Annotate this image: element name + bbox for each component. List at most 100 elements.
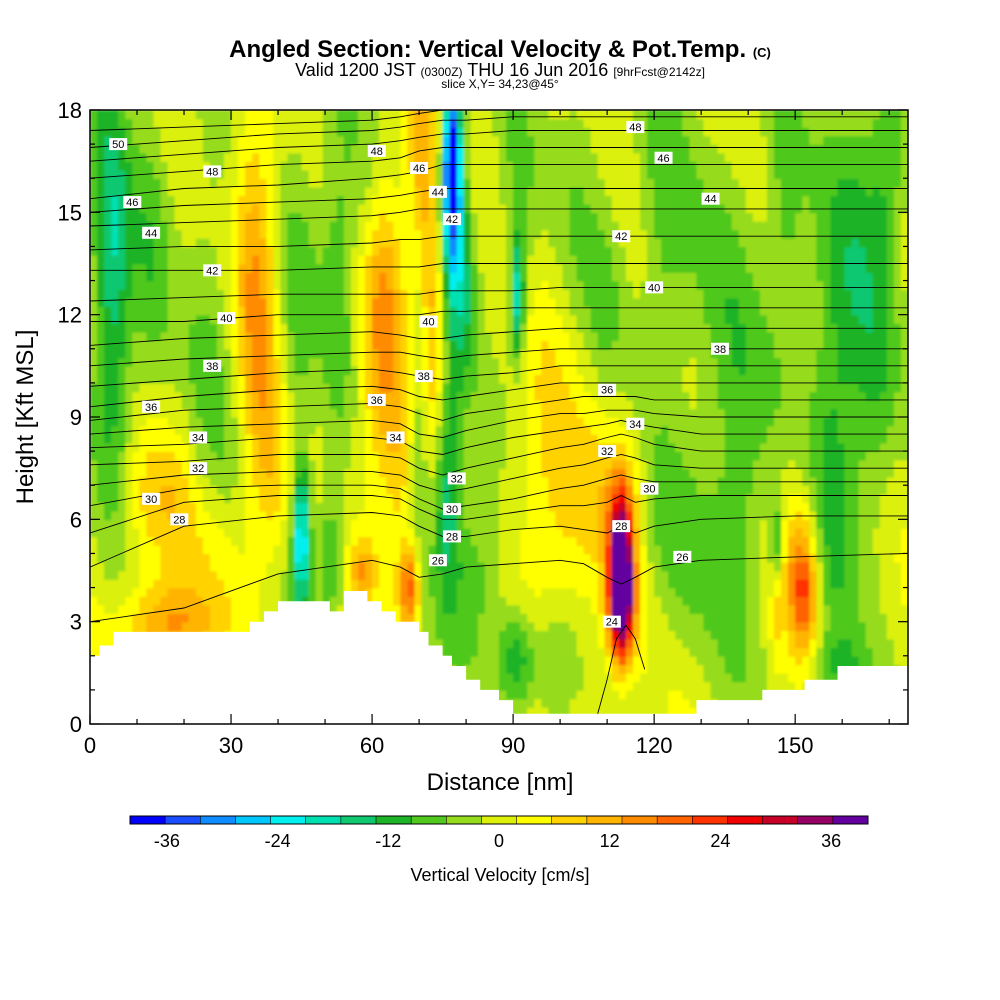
velocity-cell bbox=[111, 425, 120, 435]
velocity-cell bbox=[97, 493, 105, 504]
velocity-cell bbox=[541, 544, 550, 555]
velocity-cell bbox=[195, 442, 204, 452]
velocity-cell bbox=[252, 237, 261, 248]
velocity-cell bbox=[428, 493, 437, 504]
velocity-cell bbox=[477, 562, 486, 572]
velocity-cell bbox=[555, 587, 564, 597]
velocity-cell bbox=[562, 562, 571, 572]
velocity-cell bbox=[541, 382, 550, 393]
velocity-cell bbox=[449, 382, 458, 393]
velocity-cell bbox=[238, 323, 246, 333]
velocity-cell bbox=[153, 587, 162, 597]
velocity-cell bbox=[477, 255, 486, 265]
velocity-cell bbox=[315, 297, 324, 307]
velocity-cell bbox=[294, 203, 303, 214]
velocity-cell bbox=[273, 161, 282, 171]
velocity-cell bbox=[428, 417, 437, 427]
velocity-cell bbox=[499, 613, 507, 623]
velocity-cell bbox=[224, 502, 232, 512]
velocity-cell bbox=[315, 340, 324, 350]
velocity-cell bbox=[280, 127, 289, 137]
velocity-cell bbox=[506, 323, 514, 333]
velocity-cell bbox=[499, 664, 507, 674]
velocity-cell bbox=[216, 127, 225, 137]
velocity-cell bbox=[463, 672, 472, 683]
velocity-cell bbox=[499, 630, 507, 640]
velocity-cell bbox=[576, 647, 585, 657]
velocity-cell bbox=[329, 391, 338, 401]
velocity-cell bbox=[499, 553, 507, 563]
velocity-cell bbox=[407, 553, 416, 563]
velocity-cell bbox=[491, 604, 500, 614]
velocity-cell bbox=[372, 357, 380, 367]
velocity-cell bbox=[97, 118, 105, 128]
velocity-cell bbox=[118, 263, 127, 273]
velocity-cell bbox=[442, 110, 451, 120]
velocity-cell bbox=[195, 178, 204, 188]
velocity-cell bbox=[209, 348, 218, 359]
velocity-cell bbox=[555, 399, 564, 410]
velocity-cell bbox=[238, 425, 246, 435]
velocity-cell bbox=[358, 272, 366, 282]
velocity-cell bbox=[435, 340, 444, 350]
velocity-cell bbox=[548, 229, 557, 239]
velocity-cell bbox=[470, 417, 479, 427]
velocity-cell bbox=[350, 246, 359, 256]
velocity-cell bbox=[470, 647, 479, 657]
velocity-cell bbox=[174, 417, 183, 427]
velocity-cell bbox=[400, 408, 409, 418]
velocity-cell bbox=[421, 263, 430, 273]
velocity-cell bbox=[238, 485, 246, 495]
velocity-cell bbox=[174, 306, 183, 316]
velocity-cell bbox=[407, 237, 416, 248]
velocity-cell bbox=[97, 144, 105, 154]
velocity-cell bbox=[541, 647, 550, 657]
velocity-cell bbox=[252, 186, 261, 197]
velocity-cell bbox=[365, 306, 373, 316]
velocity-cell bbox=[435, 630, 444, 640]
velocity-cell bbox=[167, 348, 176, 359]
velocity-cell bbox=[322, 587, 331, 597]
velocity-cell bbox=[315, 280, 324, 290]
velocity-cell bbox=[153, 519, 162, 529]
velocity-cell bbox=[428, 562, 437, 572]
velocity-cell bbox=[499, 604, 507, 614]
velocity-cell bbox=[294, 399, 303, 410]
velocity-cell bbox=[160, 408, 169, 418]
velocity-cell bbox=[372, 417, 380, 427]
velocity-cell bbox=[491, 229, 500, 239]
velocity-cell bbox=[273, 357, 282, 367]
velocity-cell bbox=[463, 374, 472, 384]
velocity-cell bbox=[132, 399, 141, 410]
velocity-cell bbox=[372, 527, 380, 538]
velocity-cell bbox=[534, 638, 543, 649]
velocity-cell bbox=[252, 152, 261, 162]
velocity-cell bbox=[146, 391, 155, 401]
velocity-cell bbox=[174, 434, 183, 444]
velocity-cell bbox=[181, 237, 190, 248]
velocity-cell bbox=[146, 604, 155, 614]
velocity-cell bbox=[456, 255, 465, 265]
velocity-cell bbox=[555, 212, 564, 222]
velocity-cell bbox=[301, 579, 310, 589]
velocity-cell bbox=[456, 348, 465, 359]
velocity-cell bbox=[174, 229, 183, 239]
velocity-cell bbox=[174, 127, 183, 137]
velocity-cell bbox=[111, 570, 120, 580]
velocity-cell bbox=[541, 118, 550, 128]
velocity-cell bbox=[520, 255, 529, 265]
velocity-cell bbox=[456, 237, 465, 248]
velocity-cell bbox=[139, 246, 148, 256]
velocity-cell bbox=[541, 706, 550, 717]
velocity-cell bbox=[301, 195, 310, 205]
velocity-cell bbox=[541, 536, 550, 546]
velocity-cell bbox=[188, 613, 197, 623]
velocity-cell bbox=[463, 289, 472, 299]
velocity-cell bbox=[216, 553, 225, 563]
velocity-cell bbox=[562, 263, 571, 273]
velocity-cell bbox=[499, 110, 507, 120]
velocity-cell bbox=[506, 587, 514, 597]
velocity-cell bbox=[379, 527, 387, 538]
velocity-cell bbox=[167, 570, 176, 580]
velocity-cell bbox=[421, 331, 430, 342]
